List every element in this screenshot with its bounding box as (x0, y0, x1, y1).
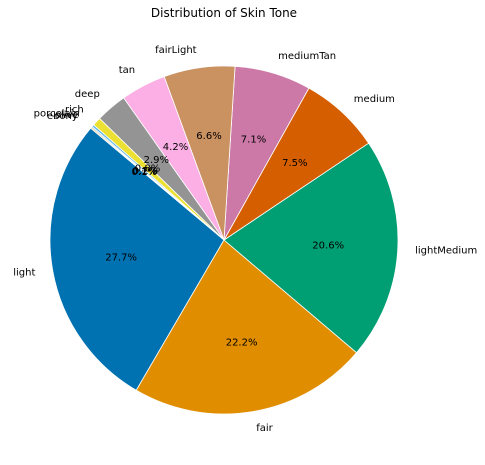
pct-label-olive: 0.1% (132, 167, 157, 178)
pct-label-ebony: 0.1% (131, 167, 156, 178)
category-label-light: light (13, 267, 35, 278)
category-label-porcelain: porcelain (34, 109, 80, 120)
pct-label-light: 27.7% (105, 252, 137, 263)
pct-label-porcelain: 0.2% (133, 166, 158, 177)
pie-slices (49, 65, 399, 415)
pct-label-deep: 2.9% (144, 155, 169, 166)
category-label-ebony: ebony (47, 111, 78, 122)
pie-percent-labels: 27.7% 22.2% 20.6% 7.5% 7.1% 6.6% 4.2% 2.9%0.8%0… (105, 131, 344, 348)
category-label-fair: fair (256, 423, 273, 434)
pct-label-rich: 0.8% (135, 164, 160, 175)
category-label-mediumTan: mediumTan (278, 51, 336, 62)
category-label-rich: rich (65, 104, 84, 115)
category-label-deep: deep (75, 89, 100, 100)
pie-slice-ebony (90, 126, 225, 241)
category-label-fairLight: fairLight (155, 45, 197, 56)
pct-label-fair: 22.2% (226, 337, 258, 348)
category-label-medium: medium (354, 94, 395, 105)
pie-slice-light (49, 127, 225, 391)
category-label-tan: tan (119, 65, 135, 76)
pie-slice-lightMedium (223, 142, 399, 354)
pct-label-mediumTan: 7.1% (241, 134, 266, 145)
pct-label-lightMedium: 20.6% (312, 241, 344, 252)
pie-slice-fair (135, 239, 358, 415)
chart-title: Distribution of Skin Tone (151, 6, 297, 20)
pct-label-medium: 7.5% (282, 158, 307, 169)
category-label-olive: olive (55, 110, 79, 121)
category-label-lightMedium: lightMedium (415, 246, 477, 257)
pct-label-fairLight: 6.6% (196, 131, 221, 142)
pct-label-tan: 4.2% (163, 142, 188, 153)
pie-category-labels: light fair lightMedium medium mediumTan fairL… (13, 45, 477, 434)
